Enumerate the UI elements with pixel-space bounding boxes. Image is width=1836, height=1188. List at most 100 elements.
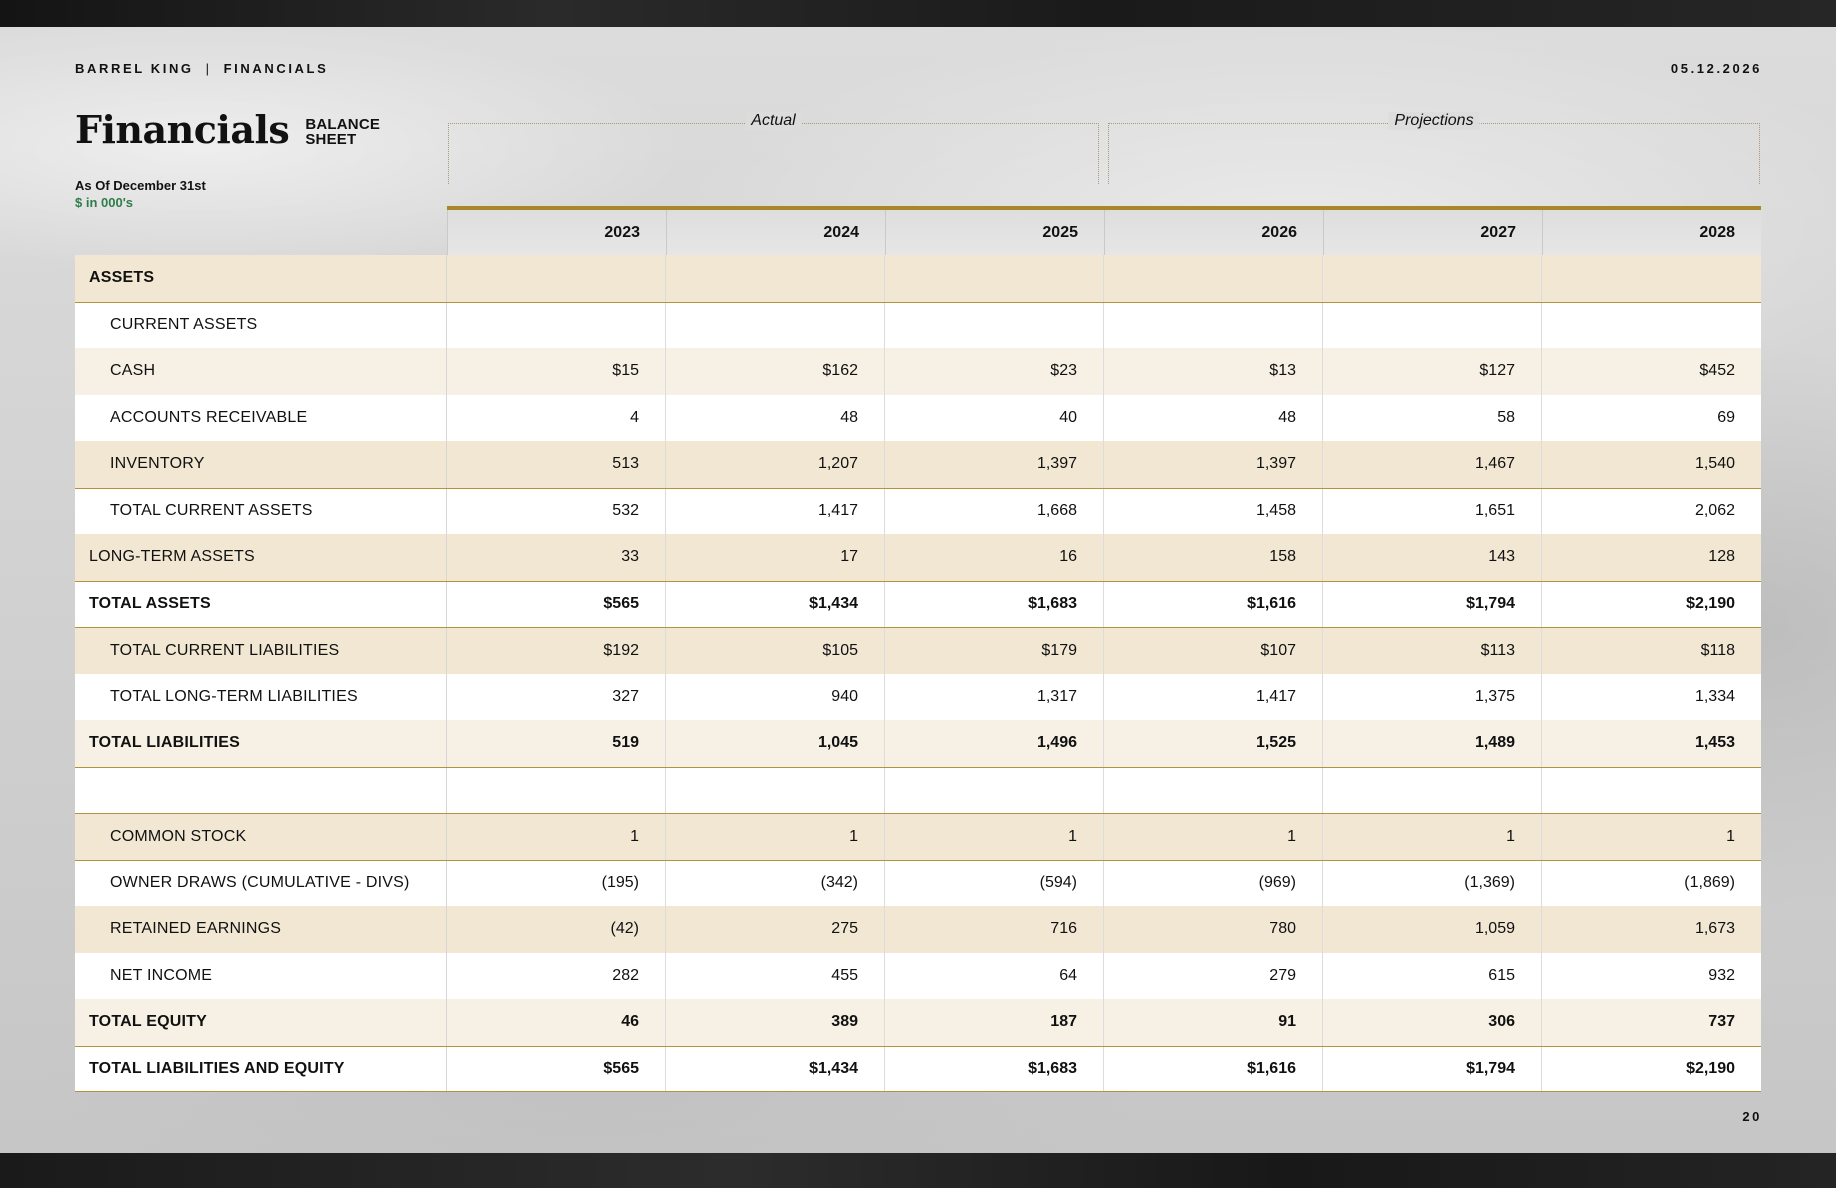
value-cell: 1 [1323,814,1542,860]
value-cell: 158 [1104,534,1323,581]
header-separator: | [205,61,212,76]
value-cell: (195) [447,860,666,906]
bottom-border-band [0,1153,1836,1188]
value-cell [666,255,885,302]
value-cell: 187 [885,999,1104,1046]
value-cell: (594) [885,860,1104,906]
value-cell [885,767,1104,813]
actual-group-label: Actual [745,112,802,130]
value-cell [1104,767,1323,813]
value-cell: 389 [666,999,885,1046]
value-cell: $565 [447,581,666,627]
year-header-row: 2023 2024 2025 2026 2027 2028 [447,206,1761,255]
brand-name: BARREL KING [75,61,194,76]
value-cell: $105 [666,628,885,674]
value-cell: 1,334 [1694,687,1735,705]
year-header-2025: 2025 [885,210,1104,255]
row-label: NET INCOME [75,952,447,999]
table-row: CURRENT ASSETS [75,301,1761,348]
value-cell [666,767,885,813]
page-header-brand: BARREL KING | FINANCIALS [75,61,328,76]
value-cell [1323,255,1542,302]
value-cell: $1,794 [1323,581,1542,627]
value-cell: (42) [447,906,666,953]
subtitle-line-2: SHEET [305,131,357,148]
value-cell: 33 [447,534,666,581]
value-cell: 1 [666,814,885,860]
value-cell: 519 [447,720,666,767]
value-cell: 2,062 [1694,502,1735,520]
value-cell: 615 [1323,952,1542,999]
value-cell: 1 [447,814,666,860]
year-header-2024: 2024 [666,210,885,255]
as-of-note: As Of December 31st [75,178,206,193]
value-cell: 1 [1104,814,1323,860]
value-cell: $1,434 [666,1046,885,1091]
value-cell: 40 [885,394,1104,441]
year-header-2028: 2028 [1542,210,1761,255]
section-name: FINANCIALS [223,61,329,76]
value-cell: $13 [1104,348,1323,395]
value-cell: 1 [885,814,1104,860]
value-cell: 1 [1726,827,1735,845]
value-cell: 1,458 [1104,488,1323,534]
year-header-2027: 2027 [1323,210,1542,255]
value-cell [1104,302,1323,348]
value-cell: $2,190 [1686,1059,1735,1077]
row-label: OWNER DRAWS (CUMULATIVE - DIVS) [75,860,447,906]
value-cell: 1,467 [1323,441,1542,488]
row-label: TOTAL LIABILITIES AND EQUITY [75,1046,447,1091]
value-cell: 128 [1708,548,1735,566]
row-label: ACCOUNTS RECEIVABLE [75,394,447,441]
row-label: TOTAL CURRENT ASSETS [75,488,447,534]
value-cell: 1,496 [885,720,1104,767]
table-row: NET INCOME 282 455 64 279 615 932 [75,952,1761,999]
table-row: TOTAL CURRENT LIABILITIES $192 $105 $179 $10… [75,627,1761,674]
table-body: ASSETS CURRENT ASSETS CASH $15 $162 $23 $13 $12… [75,255,1761,1092]
row-label: INVENTORY [75,441,447,488]
value-cell: $1,683 [885,1046,1104,1091]
table-row: TOTAL LIABILITIES 519 1,045 1,496 1,525 1,489… [75,720,1761,767]
value-cell: $565 [447,1046,666,1091]
title-subtitle: BALANCE SHEET [305,117,380,147]
table-row: ASSETS [75,255,1761,302]
row-label: CURRENT ASSETS [75,302,447,348]
value-cell: $118 [1700,641,1735,659]
projections-group-bracket: Projections [1108,112,1760,184]
row-label: RETAINED EARNINGS [75,906,447,953]
value-cell: 1,207 [666,441,885,488]
year-header-2023: 2023 [447,210,666,255]
value-cell: 1,668 [885,488,1104,534]
value-cell [1542,255,1761,302]
value-cell: 940 [666,673,885,720]
value-cell [1323,767,1542,813]
value-cell: $1,683 [885,581,1104,627]
projections-group-label: Projections [1388,112,1480,130]
value-cell: 532 [447,488,666,534]
value-cell: $107 [1104,628,1323,674]
page-number: 20 [1742,1109,1762,1124]
value-cell: $1,794 [1323,1046,1542,1091]
page-title: Financials BALANCE SHEET [75,111,380,149]
value-cell: 780 [1104,906,1323,953]
value-cell [447,255,666,302]
value-cell: 1,525 [1104,720,1323,767]
value-cell: $1,616 [1104,1046,1323,1091]
value-cell: $162 [666,348,885,395]
header-date: 05.12.2026 [1670,61,1762,76]
value-cell: 275 [666,906,885,953]
value-cell: 279 [1104,952,1323,999]
value-cell: $2,190 [1686,595,1735,613]
value-cell: 16 [885,534,1104,581]
value-cell: 4 [447,394,666,441]
table-row: CASH $15 $162 $23 $13 $127 $452 [75,348,1761,395]
value-cell: $179 [885,628,1104,674]
table-row: TOTAL ASSETS $565 $1,434 $1,683 $1,616 $1,794… [75,580,1761,627]
value-cell [885,302,1104,348]
value-cell: 1,540 [1694,455,1735,473]
year-header-2026: 2026 [1104,210,1323,255]
table-row: INVENTORY 513 1,207 1,397 1,397 1,467 1,540 [75,441,1761,488]
row-label: TOTAL LONG-TERM LIABILITIES [75,673,447,720]
value-cell: 455 [666,952,885,999]
value-cell: 513 [447,441,666,488]
